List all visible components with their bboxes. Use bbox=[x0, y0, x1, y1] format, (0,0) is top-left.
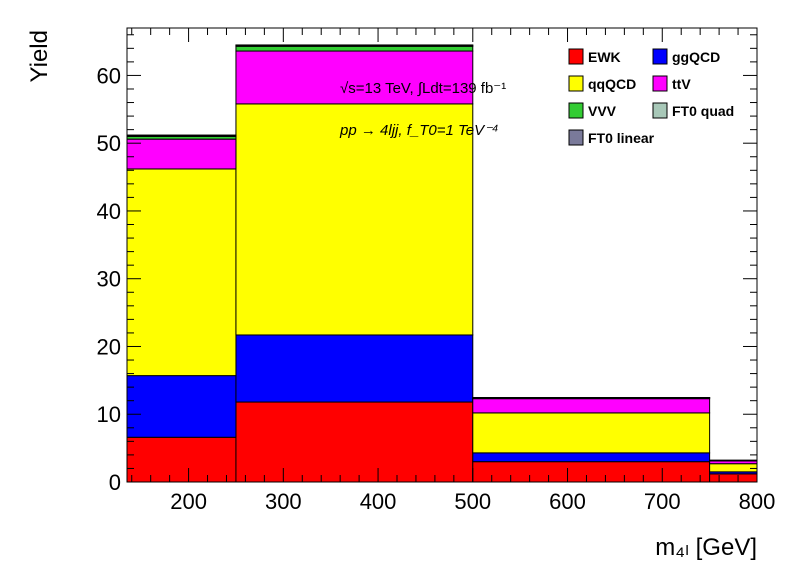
legend-swatch-qqqcd bbox=[568, 75, 584, 92]
y-tick-label: 30 bbox=[97, 267, 121, 292]
bar-ttv-bin-2 bbox=[472, 398, 711, 414]
annotation-process: pp → 4ljj, f_T0=1 TeV⁻⁴ bbox=[339, 122, 499, 139]
bar-qqqcd-bin-2 bbox=[472, 412, 711, 454]
bar-ggqcd-bin-0 bbox=[126, 375, 237, 438]
legend: EWK ggQCD qqQCD ttV VVV FT0 quad FT0 linear bbox=[568, 48, 734, 146]
legend-label-vvv: VVV bbox=[588, 103, 617, 119]
bar-ewk-bin-2 bbox=[472, 461, 711, 483]
legend-swatch-ewk bbox=[568, 48, 584, 65]
bar-vvv-bin-1 bbox=[235, 45, 474, 52]
legend-label-ft0-linear: FT0 linear bbox=[588, 130, 655, 146]
tick-labels: 200 300 400 500 600 700 800 0 10 20 30 40 50 60 bbox=[97, 63, 776, 514]
bar-ggqcd-bin-1 bbox=[235, 334, 474, 403]
legend-swatch-ft0-quad bbox=[652, 102, 668, 119]
y-tick-label: 40 bbox=[97, 199, 121, 224]
legend-label-qqqcd: qqQCD bbox=[588, 76, 636, 92]
y-tick-label: 60 bbox=[97, 63, 121, 88]
x-tick-label: 500 bbox=[454, 489, 491, 514]
x-tick-label: 600 bbox=[549, 489, 586, 514]
bar-qqqcd-bin-1 bbox=[235, 103, 474, 336]
legend-label-ttv: ttV bbox=[672, 76, 691, 92]
bar-ttv-bin-1 bbox=[235, 50, 474, 105]
y-tick-label: 50 bbox=[97, 131, 121, 156]
annotation-energy-lumi: √s=13 TeV, ∫Ldt=139 fb⁻¹ bbox=[340, 80, 506, 97]
legend-label-ewk: EWK bbox=[588, 49, 621, 65]
y-tick-label: 0 bbox=[109, 470, 121, 495]
legend-swatch-ttv bbox=[652, 75, 668, 92]
legend-label-ft0-quad: FT0 quad bbox=[672, 103, 734, 119]
legend-label-ggqcd: ggQCD bbox=[672, 49, 720, 65]
x-tick-label: 800 bbox=[739, 489, 776, 514]
bar-ewk-bin-0 bbox=[126, 436, 237, 483]
plot-frame bbox=[126, 27, 758, 483]
bar-ewk-bin-3 bbox=[709, 473, 758, 483]
stacked-bars bbox=[126, 44, 758, 483]
bar-qqqcd-bin-0 bbox=[126, 168, 237, 377]
x-tick-label: 200 bbox=[170, 489, 207, 514]
x-tick-label: 300 bbox=[265, 489, 302, 514]
legend-swatch-ft0-linear bbox=[568, 129, 584, 146]
bar-ewk-bin-1 bbox=[235, 401, 474, 483]
y-tick-label: 10 bbox=[97, 402, 121, 427]
legend-swatch-ggqcd bbox=[652, 48, 668, 65]
y-axis-title: Yield bbox=[26, 30, 53, 82]
x-axis-title: m₄ₗ [GeV] bbox=[655, 534, 757, 561]
bar-ggqcd-bin-2 bbox=[472, 452, 711, 463]
legend-swatch-vvv bbox=[568, 102, 584, 119]
x-tick-label: 400 bbox=[360, 489, 397, 514]
bar-qqqcd-bin-3 bbox=[709, 463, 758, 473]
bar-ttv-bin-0 bbox=[126, 138, 237, 170]
y-tick-label: 20 bbox=[97, 334, 121, 359]
x-tick-label: 700 bbox=[644, 489, 681, 514]
axes bbox=[126, 27, 758, 483]
